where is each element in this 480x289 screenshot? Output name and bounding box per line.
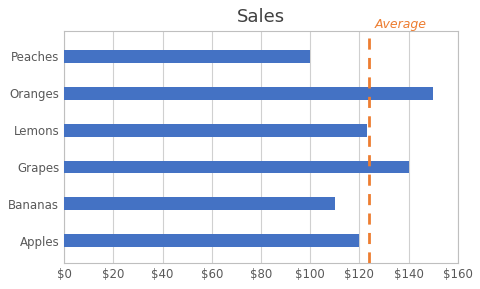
Bar xyxy=(64,161,408,173)
Bar xyxy=(64,124,366,137)
Title: Sales: Sales xyxy=(237,8,285,26)
Bar xyxy=(64,50,310,63)
Text: Average: Average xyxy=(374,18,426,31)
Bar xyxy=(64,234,359,247)
Bar xyxy=(64,87,432,100)
Bar xyxy=(64,197,334,210)
